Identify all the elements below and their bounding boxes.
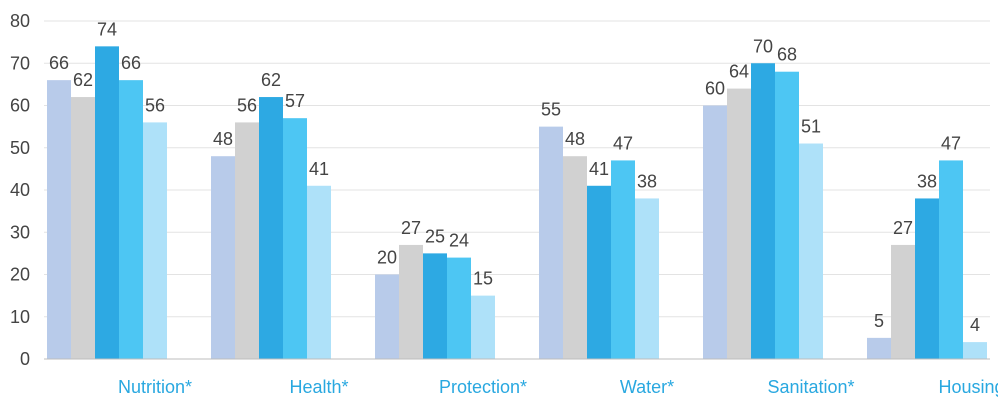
y-tick-label: 10 [10, 307, 30, 327]
x-category-label: Water* [620, 377, 674, 397]
data-label: 64 [729, 62, 749, 82]
data-label: 66 [49, 53, 69, 73]
bar [635, 198, 659, 359]
gridlines [44, 20, 990, 318]
x-category-label: Nutrition* [118, 377, 192, 397]
bar [95, 46, 119, 359]
data-label: 27 [401, 218, 421, 238]
x-category-label: Health* [289, 377, 348, 397]
data-label: 20 [377, 248, 397, 268]
y-axis-ticks: 0 10 20 30 40 50 60 70 80 [10, 11, 30, 369]
bar [307, 185, 331, 359]
x-axis-categories: Nutrition* Health* Protection* Water* Sanita… [118, 377, 998, 397]
data-label: 68 [777, 45, 797, 65]
data-label: 5 [874, 311, 884, 331]
data-label: 51 [801, 117, 821, 137]
bar [71, 97, 95, 360]
bar [727, 88, 751, 359]
bar [259, 97, 283, 360]
bar [751, 63, 775, 359]
bar [283, 118, 307, 359]
bar [775, 71, 799, 359]
data-label: 66 [121, 53, 141, 73]
y-tick-label: 20 [10, 265, 30, 285]
bar [447, 257, 471, 359]
data-label: 24 [449, 231, 469, 251]
x-category-label: Protection* [439, 377, 527, 397]
bar [399, 244, 423, 359]
data-label: 27 [893, 218, 913, 238]
data-label: 41 [589, 159, 609, 179]
bar [587, 185, 611, 359]
y-tick-label: 70 [10, 53, 30, 73]
x-category-label: Sanitation* [767, 377, 854, 397]
data-label: 38 [917, 171, 937, 191]
y-tick-label: 40 [10, 180, 30, 200]
bar [799, 143, 823, 359]
y-tick-label: 0 [20, 349, 30, 369]
bar [235, 122, 259, 360]
bar [47, 80, 71, 360]
y-tick-label: 80 [10, 11, 30, 31]
bar [891, 244, 915, 359]
bar [703, 105, 727, 359]
data-label: 56 [237, 95, 257, 115]
data-label: 62 [261, 70, 281, 90]
y-tick-label: 30 [10, 222, 30, 242]
bar [471, 295, 495, 359]
bar [963, 342, 987, 359]
data-label: 55 [541, 100, 561, 120]
bar [611, 160, 635, 359]
x-category-label: Housing* [938, 377, 998, 397]
bar [939, 160, 963, 359]
data-label: 38 [637, 171, 657, 191]
bar [119, 80, 143, 360]
data-label: 41 [309, 159, 329, 179]
bar [375, 274, 399, 359]
data-label: 48 [213, 129, 233, 149]
bar [211, 156, 235, 359]
data-label: 47 [613, 133, 633, 153]
bars [47, 46, 987, 360]
data-label: 74 [97, 19, 117, 39]
data-label: 25 [425, 226, 445, 246]
data-label: 4 [970, 315, 980, 335]
data-label: 56 [145, 95, 165, 115]
data-label: 48 [565, 129, 585, 149]
bar [539, 126, 563, 359]
data-label: 70 [753, 36, 773, 56]
data-label: 62 [73, 70, 93, 90]
data-label: 15 [473, 269, 493, 289]
bar [867, 337, 891, 359]
y-tick-label: 50 [10, 138, 30, 158]
bar [915, 198, 939, 359]
bar [423, 253, 447, 359]
y-tick-label: 60 [10, 96, 30, 116]
bar [563, 156, 587, 359]
bar [143, 122, 167, 360]
data-label: 57 [285, 91, 305, 111]
data-label: 47 [941, 133, 961, 153]
data-label: 60 [705, 79, 725, 99]
